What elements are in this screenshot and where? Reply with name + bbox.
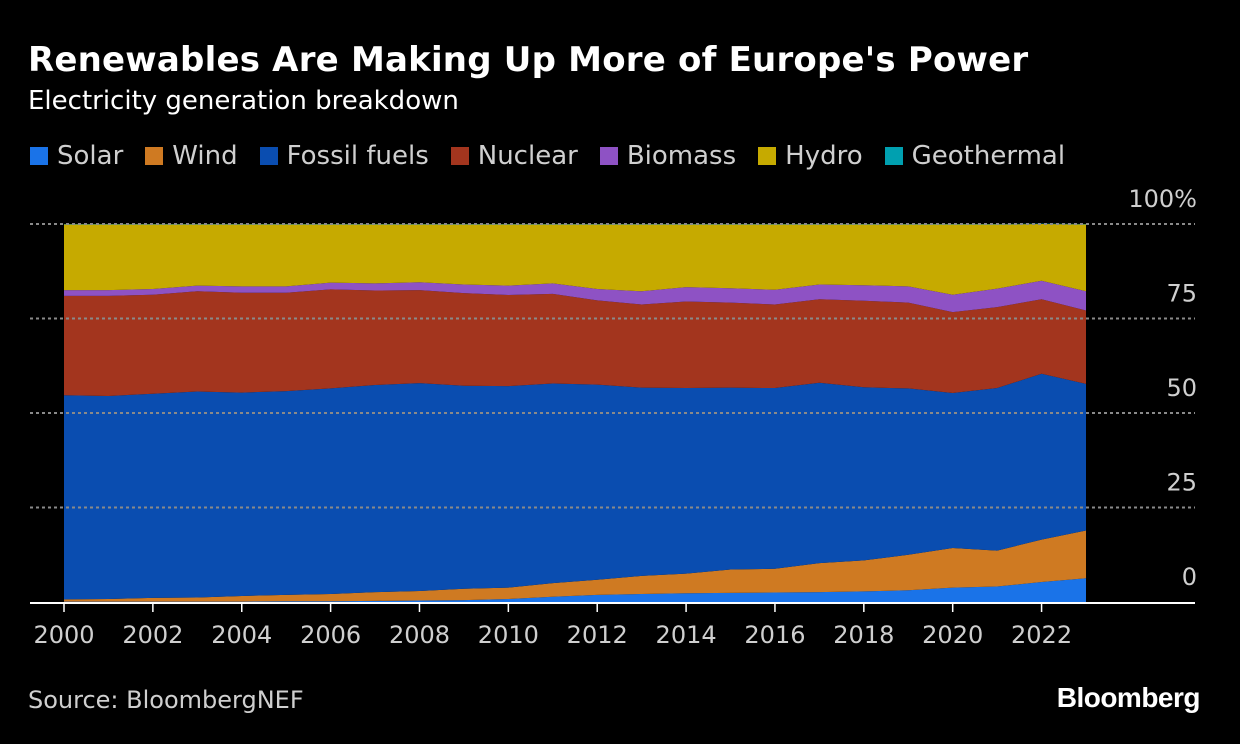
y-tick-label-50: 50 bbox=[1166, 374, 1197, 402]
x-tick-label-2004: 2004 bbox=[211, 621, 272, 649]
y-tick-label-25: 25 bbox=[1166, 469, 1197, 497]
legend-swatch-solar bbox=[30, 147, 48, 165]
x-tick-label-2014: 2014 bbox=[656, 621, 717, 649]
legend-swatch-hydro bbox=[758, 147, 777, 165]
chart-legend: Solar Wind Fossil fuels Nuclear Biomass … bbox=[30, 141, 1087, 171]
source-note: Source: BloombergNEF bbox=[28, 686, 304, 714]
x-tick-label-2018: 2018 bbox=[833, 621, 894, 649]
area-nuclear bbox=[64, 289, 1086, 396]
area-biomass bbox=[64, 280, 1086, 313]
legend-item-fossil-fuels: Fossil fuels bbox=[259, 141, 429, 171]
legend-swatch-nuclear bbox=[450, 147, 469, 165]
y-tick-label-0: 0 bbox=[1182, 563, 1197, 591]
area-wind bbox=[64, 530, 1086, 602]
legend-item-biomass: Biomass bbox=[599, 141, 737, 171]
x-tick-label-2016: 2016 bbox=[744, 621, 805, 649]
legend-swatch-wind bbox=[145, 147, 164, 165]
x-tick-label-2008: 2008 bbox=[389, 621, 450, 649]
y-tick-label-100: 100% bbox=[1128, 185, 1197, 213]
x-tick-label-2020: 2020 bbox=[922, 621, 983, 649]
legend-item-nuclear: Nuclear bbox=[450, 141, 578, 171]
y-tick-label-75: 75 bbox=[1166, 280, 1197, 308]
legend-label-nuclear: Nuclear bbox=[477, 141, 578, 171]
area-hydro bbox=[64, 224, 1086, 295]
legend-label-biomass: Biomass bbox=[626, 141, 737, 171]
legend-label-solar: Solar bbox=[57, 141, 124, 171]
legend-label-fossil-fuels: Fossil fuels bbox=[286, 141, 429, 171]
legend-swatch-geothermal bbox=[884, 147, 903, 165]
x-tick-label-2006: 2006 bbox=[300, 621, 361, 649]
bloomberg-logo: Bloomberg bbox=[1056, 682, 1201, 713]
x-tick-label-2002: 2002 bbox=[122, 621, 183, 649]
legend-item-geothermal: Geothermal bbox=[884, 141, 1066, 171]
x-tick-label-2010: 2010 bbox=[478, 621, 539, 649]
legend-item-solar: Solar bbox=[30, 141, 123, 171]
legend-swatch-biomass bbox=[599, 147, 618, 165]
x-tick-label-2000: 2000 bbox=[33, 621, 94, 649]
area-fossil-fuels bbox=[64, 373, 1086, 600]
legend-item-wind: Wind bbox=[145, 141, 238, 171]
chart-subtitle: Electricity generation breakdown bbox=[28, 86, 459, 116]
area-solar bbox=[64, 578, 1086, 602]
chart-title: Renewables Are Making Up More of Europe'… bbox=[28, 40, 1029, 80]
legend-label-hydro: Hydro bbox=[785, 141, 863, 171]
legend-label-geothermal: Geothermal bbox=[911, 141, 1066, 171]
legend-item-hydro: Hydro bbox=[758, 141, 863, 171]
legend-label-wind: Wind bbox=[172, 141, 238, 171]
x-tick-label-2012: 2012 bbox=[567, 621, 628, 649]
legend-swatch-fossil-fuels bbox=[259, 147, 278, 165]
x-tick-label-2022: 2022 bbox=[1011, 621, 1072, 649]
